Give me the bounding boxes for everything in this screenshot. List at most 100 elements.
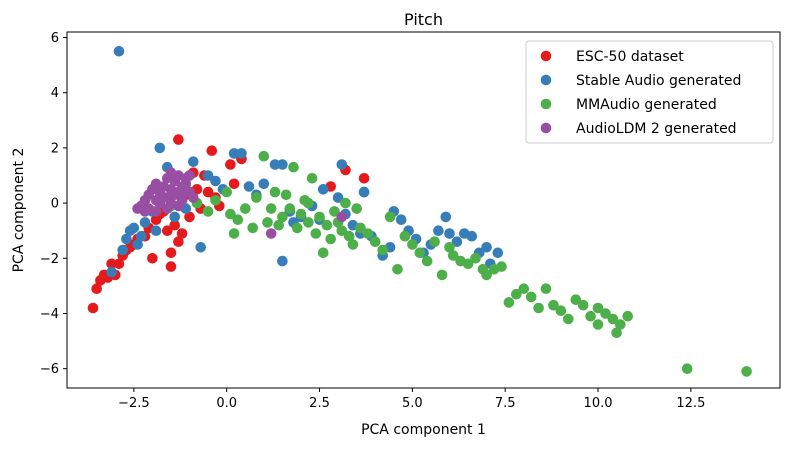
legend-marker bbox=[540, 122, 552, 134]
y-tick-label: −4 bbox=[40, 307, 59, 322]
point-series-2-77 bbox=[277, 211, 288, 223]
point-series-2-14 bbox=[284, 203, 296, 214]
point-series-2-24 bbox=[321, 219, 333, 231]
point-series-1-15 bbox=[195, 242, 206, 253]
point-series-0-34 bbox=[228, 178, 240, 190]
point-series-3-33 bbox=[265, 228, 277, 239]
point-series-2-70 bbox=[622, 310, 633, 322]
point-series-0-23 bbox=[173, 134, 184, 145]
y-tick-label: 2 bbox=[51, 141, 59, 156]
point-series-3-15 bbox=[188, 192, 199, 203]
point-series-3-30 bbox=[139, 206, 151, 217]
y-axis: −6 −4 −2 0 2 4 6 bbox=[40, 31, 67, 377]
point-series-1-3 bbox=[121, 233, 132, 245]
point-series-0-18 bbox=[165, 247, 177, 259]
point-series-2-20 bbox=[306, 173, 318, 184]
legend-label: AudioLDM 2 generated bbox=[576, 121, 737, 137]
point-series-2-30 bbox=[343, 230, 355, 242]
point-series-2-7 bbox=[251, 192, 262, 203]
point-series-1-9 bbox=[154, 142, 166, 154]
point-series-0-41 bbox=[184, 211, 195, 223]
x-tick-label: 2.5 bbox=[309, 396, 330, 411]
point-series-2-38 bbox=[399, 230, 411, 242]
point-series-0-19 bbox=[165, 261, 177, 272]
point-series-2-64 bbox=[585, 310, 596, 322]
legend-box bbox=[525, 40, 774, 144]
point-series-0-29 bbox=[202, 186, 214, 198]
x-tick-label: −2.5 bbox=[118, 396, 150, 411]
points-layer bbox=[87, 46, 752, 377]
point-series-2-28 bbox=[336, 225, 348, 236]
point-series-3-29 bbox=[150, 206, 162, 217]
point-series-1-59 bbox=[132, 239, 143, 250]
y-tick-label: −6 bbox=[40, 362, 59, 377]
point-series-2-47 bbox=[462, 258, 474, 270]
legend-label: ESC-50 dataset bbox=[576, 49, 684, 65]
point-series-2-61 bbox=[563, 313, 574, 325]
point-series-2-0 bbox=[202, 206, 214, 217]
point-series-2-76 bbox=[228, 228, 240, 239]
point-series-2-55 bbox=[518, 283, 530, 295]
point-series-2-31 bbox=[347, 239, 359, 250]
point-series-0-22 bbox=[176, 228, 188, 239]
point-series-2-73 bbox=[741, 366, 752, 377]
x-tick-label: 7.5 bbox=[495, 396, 516, 411]
point-series-3-34 bbox=[336, 211, 348, 223]
point-series-1-6 bbox=[136, 230, 147, 242]
point-series-2-36 bbox=[384, 211, 396, 223]
point-series-2-56 bbox=[525, 291, 537, 303]
point-series-1-19 bbox=[228, 148, 240, 159]
point-series-2-2 bbox=[221, 186, 232, 198]
point-series-1-51 bbox=[451, 236, 463, 247]
point-series-2-42 bbox=[429, 236, 440, 247]
x-tick-label: 5.0 bbox=[402, 396, 423, 411]
point-series-0-21 bbox=[173, 236, 184, 247]
point-series-2-16 bbox=[291, 222, 303, 234]
point-series-1-7 bbox=[139, 217, 151, 228]
legend-label: Stable Audio generated bbox=[576, 73, 741, 89]
chart-title: Pitch bbox=[404, 10, 443, 29]
point-series-2-63 bbox=[577, 299, 589, 311]
point-series-2-57 bbox=[533, 302, 544, 314]
point-series-3-26 bbox=[184, 170, 195, 181]
legend-marker bbox=[540, 74, 552, 86]
legend-marker bbox=[540, 98, 552, 110]
point-series-1-55 bbox=[481, 242, 492, 253]
point-series-2-22 bbox=[314, 211, 325, 223]
point-series-1-16 bbox=[202, 170, 214, 181]
point-series-2-25 bbox=[325, 233, 337, 245]
point-series-2-29 bbox=[340, 197, 351, 209]
point-series-2-78 bbox=[303, 197, 314, 209]
point-series-1-21 bbox=[243, 181, 255, 192]
point-series-0-1 bbox=[91, 283, 102, 295]
point-series-1-11 bbox=[169, 211, 180, 223]
point-series-2-50 bbox=[481, 269, 492, 281]
point-series-3-28 bbox=[173, 200, 184, 212]
point-series-2-48 bbox=[470, 252, 481, 264]
point-series-3-22 bbox=[158, 192, 169, 203]
x-axis-label: PCA component 1 bbox=[361, 422, 486, 438]
point-series-2-66 bbox=[600, 308, 611, 319]
point-series-2-71 bbox=[592, 319, 604, 330]
point-series-2-4 bbox=[232, 214, 244, 225]
point-series-1-20 bbox=[236, 148, 247, 159]
x-tick-label: 10.0 bbox=[584, 396, 613, 411]
point-series-2-6 bbox=[247, 222, 258, 234]
point-series-2-68 bbox=[611, 327, 622, 339]
point-series-2-72 bbox=[681, 363, 693, 375]
point-series-2-15 bbox=[288, 161, 299, 173]
point-series-3-32 bbox=[176, 189, 188, 201]
point-series-2-65 bbox=[592, 302, 604, 314]
point-series-1-32 bbox=[317, 184, 329, 195]
point-series-2-32 bbox=[355, 222, 366, 234]
point-series-2-52 bbox=[496, 261, 507, 272]
point-series-2-19 bbox=[303, 217, 314, 228]
point-series-2-8 bbox=[258, 150, 270, 162]
point-series-0-6 bbox=[113, 258, 125, 270]
point-series-0-30 bbox=[206, 145, 218, 156]
point-series-1-24 bbox=[269, 159, 281, 170]
point-series-2-10 bbox=[265, 203, 277, 214]
point-series-2-41 bbox=[421, 255, 433, 267]
point-series-2-59 bbox=[548, 299, 559, 311]
